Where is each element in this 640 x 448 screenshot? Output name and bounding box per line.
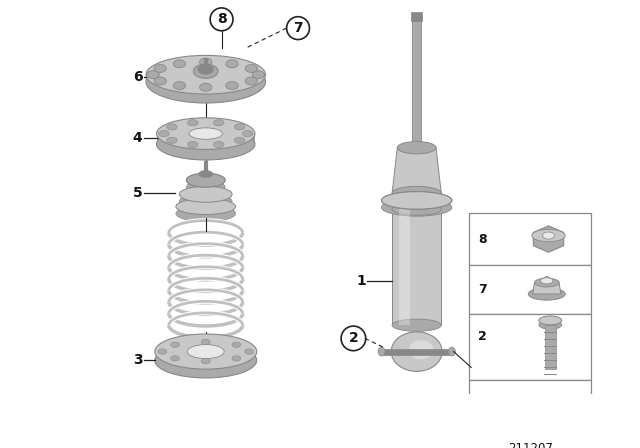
Bar: [412, 12, 422, 21]
Ellipse shape: [173, 82, 186, 90]
Ellipse shape: [198, 65, 214, 74]
Ellipse shape: [528, 288, 565, 300]
Polygon shape: [489, 396, 564, 413]
Polygon shape: [532, 276, 561, 294]
Text: 1: 1: [356, 274, 365, 288]
Text: 6: 6: [133, 70, 143, 84]
Ellipse shape: [200, 58, 212, 66]
Ellipse shape: [200, 83, 212, 91]
Ellipse shape: [154, 77, 166, 85]
Ellipse shape: [186, 181, 225, 194]
Ellipse shape: [539, 320, 562, 329]
Ellipse shape: [158, 349, 167, 354]
Ellipse shape: [539, 316, 562, 325]
Ellipse shape: [381, 192, 452, 209]
Ellipse shape: [157, 118, 255, 150]
Ellipse shape: [176, 206, 236, 222]
Ellipse shape: [154, 65, 166, 73]
Ellipse shape: [188, 142, 198, 147]
Bar: [469, 213, 591, 265]
Text: 8: 8: [217, 13, 227, 26]
Ellipse shape: [171, 342, 179, 347]
Ellipse shape: [245, 77, 257, 85]
Ellipse shape: [146, 60, 266, 103]
Ellipse shape: [186, 173, 225, 187]
Polygon shape: [157, 132, 255, 144]
Bar: [469, 380, 591, 431]
Polygon shape: [487, 395, 566, 416]
Bar: [487, 409, 566, 416]
Ellipse shape: [378, 347, 385, 356]
Ellipse shape: [541, 278, 553, 284]
Ellipse shape: [252, 71, 264, 79]
Ellipse shape: [232, 356, 241, 361]
Ellipse shape: [179, 193, 232, 209]
Bar: [545, 325, 556, 369]
Ellipse shape: [193, 64, 218, 78]
Ellipse shape: [532, 229, 565, 242]
Ellipse shape: [188, 345, 224, 358]
Ellipse shape: [226, 60, 238, 68]
Text: 7: 7: [478, 283, 487, 296]
Bar: [469, 265, 591, 314]
Ellipse shape: [392, 319, 442, 332]
Ellipse shape: [179, 186, 232, 202]
Ellipse shape: [397, 142, 436, 154]
Ellipse shape: [245, 65, 257, 73]
Ellipse shape: [186, 173, 225, 187]
Text: 7: 7: [293, 21, 303, 35]
Ellipse shape: [146, 56, 266, 94]
Ellipse shape: [202, 358, 210, 364]
Text: 2: 2: [349, 332, 358, 345]
Polygon shape: [392, 148, 442, 194]
Ellipse shape: [449, 347, 455, 356]
Ellipse shape: [392, 186, 442, 200]
Ellipse shape: [232, 342, 241, 347]
Bar: [381, 349, 452, 355]
Text: 5: 5: [132, 186, 143, 200]
Ellipse shape: [173, 60, 186, 68]
Ellipse shape: [243, 130, 253, 137]
Ellipse shape: [147, 71, 159, 79]
Bar: [412, 16, 421, 148]
Ellipse shape: [155, 343, 257, 378]
Ellipse shape: [234, 137, 245, 143]
Ellipse shape: [409, 340, 433, 359]
Ellipse shape: [392, 203, 442, 215]
Ellipse shape: [188, 120, 198, 126]
Ellipse shape: [226, 82, 238, 90]
Ellipse shape: [189, 128, 223, 139]
Ellipse shape: [381, 192, 452, 209]
Text: 2: 2: [478, 330, 487, 343]
Text: 4: 4: [132, 131, 143, 145]
Ellipse shape: [213, 142, 224, 147]
Ellipse shape: [391, 332, 442, 371]
Text: 3: 3: [133, 353, 143, 367]
Bar: [399, 209, 410, 325]
Bar: [392, 209, 442, 325]
Ellipse shape: [157, 128, 255, 160]
Text: 8: 8: [478, 233, 487, 246]
Ellipse shape: [542, 232, 555, 239]
Ellipse shape: [234, 124, 245, 130]
Ellipse shape: [159, 130, 169, 137]
Polygon shape: [533, 226, 564, 252]
Bar: [469, 314, 591, 380]
Ellipse shape: [198, 171, 212, 177]
Ellipse shape: [202, 339, 210, 345]
Ellipse shape: [166, 124, 177, 130]
Ellipse shape: [171, 356, 179, 361]
Ellipse shape: [244, 349, 253, 354]
Ellipse shape: [176, 198, 236, 215]
Ellipse shape: [381, 198, 452, 216]
Ellipse shape: [213, 120, 224, 126]
Ellipse shape: [166, 137, 177, 143]
Text: 211207: 211207: [508, 442, 552, 448]
Ellipse shape: [155, 334, 257, 369]
Ellipse shape: [534, 278, 559, 287]
